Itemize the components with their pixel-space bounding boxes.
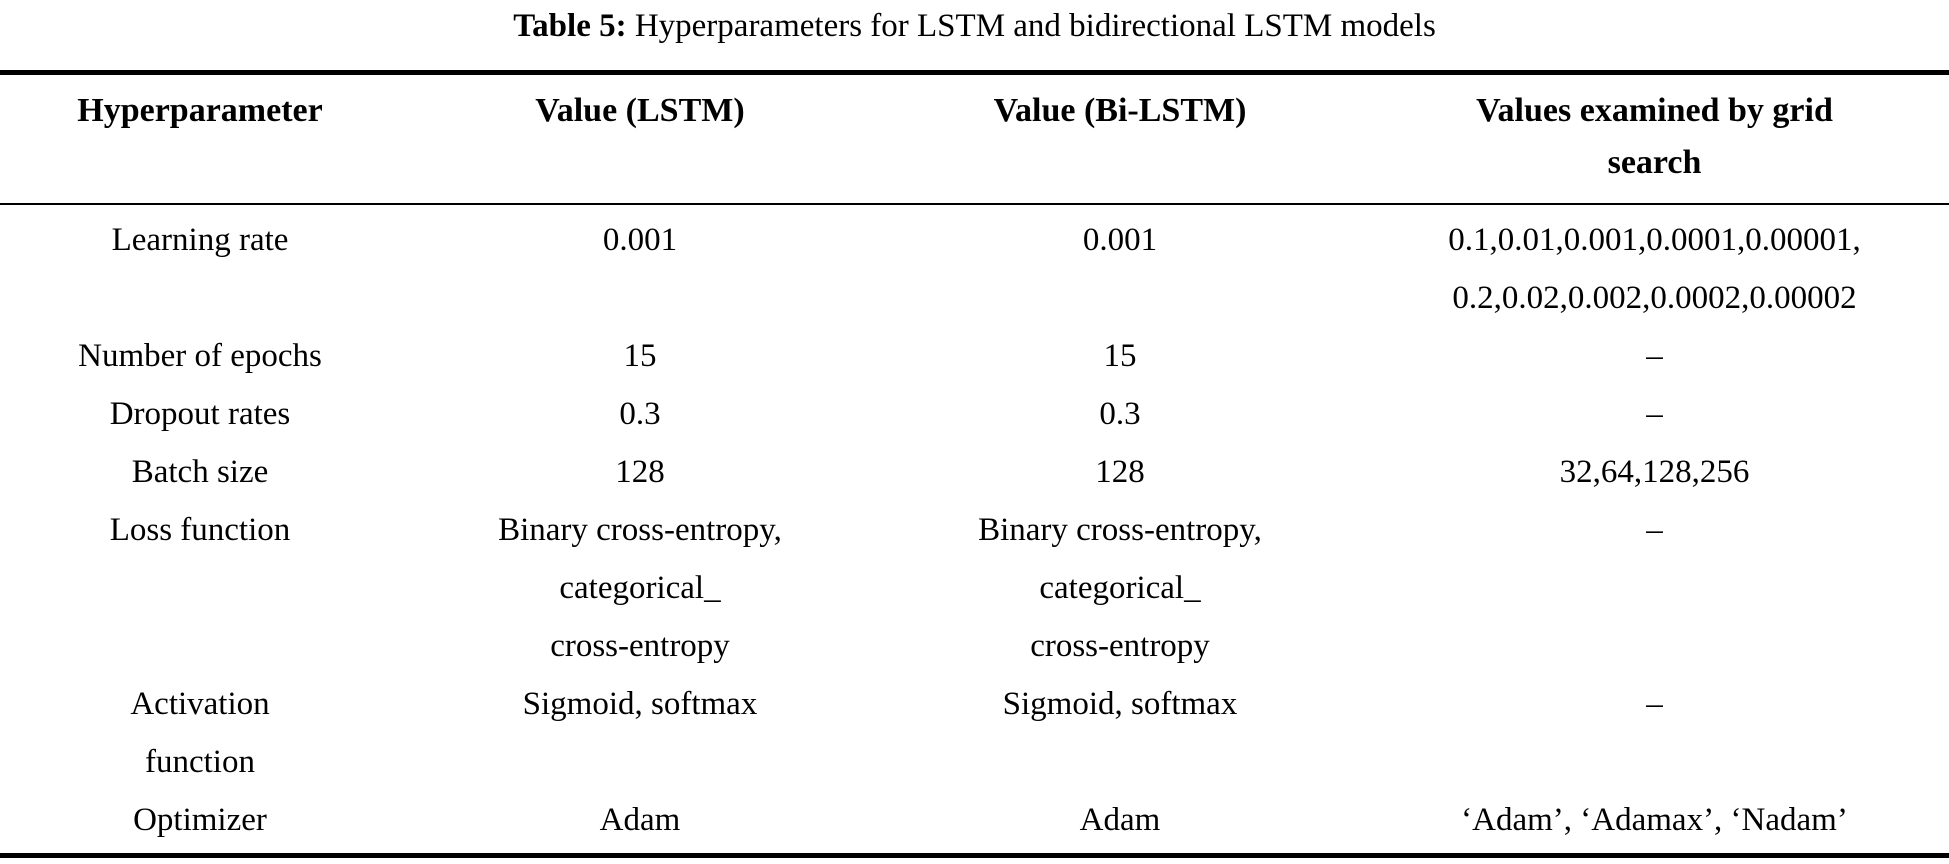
cell-hyperparameter: Dropout rates [109, 396, 291, 432]
cell-grid-values: 0.1,0.01,0.001,0.0001,0.00001, 0.2,0.02,… [1448, 222, 1861, 316]
cell-grid-values: – [1646, 512, 1663, 548]
table-row-optimizer: Optimizer Adam Adam ‘Adam’, ‘Adamax’, ‘N… [0, 791, 1949, 856]
cell-grid-values: – [1646, 686, 1663, 722]
table-body: Learning rate 0.001 0.001 0.1,0.01,0.001… [0, 204, 1949, 856]
col-header-grid-search: Values examined by grid search [1360, 72, 1949, 205]
cell-value-lstm: 128 [615, 454, 665, 490]
table-row-dropout: Dropout rates 0.3 0.3 – [0, 385, 1949, 443]
cell-value-bilstm: 0.001 [1082, 222, 1158, 258]
cell-value-lstm: Adam [599, 802, 681, 838]
cell-value-bilstm: 128 [1095, 454, 1145, 490]
cell-value-lstm: 15 [623, 338, 657, 374]
table-caption: Table 5: Hyperparameters for LSTM and bi… [0, 0, 1949, 70]
col-header-value-lstm: Value (LSTM) [400, 72, 880, 205]
table-row-learning-rate: Learning rate 0.001 0.001 0.1,0.01,0.001… [0, 204, 1949, 327]
cell-value-bilstm: 0.3 [1099, 396, 1141, 432]
header-row: Hyperparameter Value (LSTM) Value (Bi-LS… [0, 72, 1949, 205]
cell-value-lstm: Sigmoid, softmax [522, 686, 758, 722]
cell-grid-values: – [1646, 396, 1663, 432]
cell-hyperparameter: Number of epochs [78, 338, 322, 374]
table-row-epochs: Number of epochs 15 15 – [0, 327, 1949, 385]
cell-hyperparameter: Activation function [130, 686, 270, 780]
cell-value-lstm: Binary cross-entropy, categorical_ cross… [498, 512, 782, 664]
cell-value-lstm: 0.001 [602, 222, 678, 258]
hyperparameters-table: Hyperparameter Value (LSTM) Value (Bi-LS… [0, 70, 1949, 858]
cell-value-bilstm: Sigmoid, softmax [1002, 686, 1238, 722]
cell-value-bilstm: Binary cross-entropy, categorical_ cross… [978, 512, 1262, 664]
table-row-loss-function: Loss function Binary cross-entropy, cate… [0, 501, 1949, 675]
table-caption-text: Hyperparameters for LSTM and bidirection… [626, 8, 1436, 44]
table-caption-label: Table 5: [513, 8, 627, 44]
cell-value-lstm: 0.3 [619, 396, 661, 432]
cell-hyperparameter: Batch size [131, 454, 269, 490]
cell-hyperparameter: Optimizer [133, 802, 267, 838]
table-header: Hyperparameter Value (LSTM) Value (Bi-LS… [0, 72, 1949, 205]
cell-grid-values: 32,64,128,256 [1559, 454, 1750, 490]
cell-hyperparameter: Loss function [109, 512, 291, 548]
cell-value-bilstm: Adam [1079, 802, 1161, 838]
table-row-batch-size: Batch size 128 128 32,64,128,256 [0, 443, 1949, 501]
cell-grid-values: ‘Adam’, ‘Adamax’, ‘Nadam’ [1461, 802, 1848, 838]
col-header-hyperparameter: Hyperparameter [0, 72, 400, 205]
table-row-activation-function: Activation function Sigmoid, softmax Sig… [0, 675, 1949, 791]
cell-grid-values: – [1646, 338, 1663, 374]
col-header-value-bilstm: Value (Bi-LSTM) [880, 72, 1360, 205]
cell-hyperparameter: Learning rate [111, 222, 289, 258]
cell-value-bilstm: 15 [1103, 338, 1137, 374]
